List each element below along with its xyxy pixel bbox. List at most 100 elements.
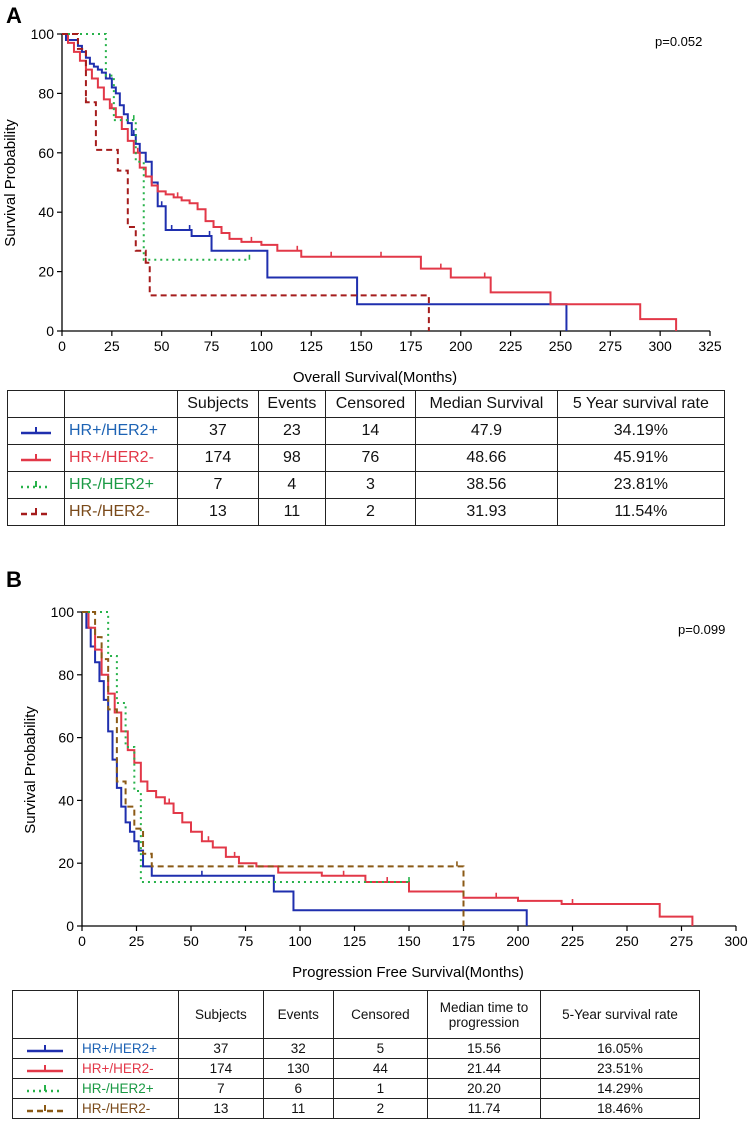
cell-rate: 16.05% xyxy=(540,1038,700,1059)
cell-subjects: 7 xyxy=(176,471,260,499)
cell-subjects: 37 xyxy=(178,1038,264,1059)
col-rate: 5 Year survival rate xyxy=(556,390,726,418)
panel-a-axes: 0 20 40 60 80 100 0 25 50 75 100 125 150 175 200 225 250… xyxy=(31,26,722,354)
x-tick-label: 250 xyxy=(615,933,639,949)
cell-censored: 1 xyxy=(332,1078,429,1099)
cell-subjects: 174 xyxy=(176,444,260,472)
cell-rate: 23.81% xyxy=(556,471,726,499)
cell-rate: 11.54% xyxy=(556,498,726,526)
cell-median: 48.66 xyxy=(415,444,558,472)
x-tick-label: 300 xyxy=(724,933,748,949)
cell-median: 31.93 xyxy=(415,498,558,526)
x-tick-label: 275 xyxy=(670,933,694,949)
cell-events: 23 xyxy=(258,417,326,445)
cell-median: 47.9 xyxy=(415,417,558,445)
legend-line-icon xyxy=(27,1084,63,1092)
legend-group-label: HR+/HER2+ xyxy=(64,417,178,445)
legend-group-label: HR+/HER2+ xyxy=(77,1038,179,1059)
x-tick-label: 175 xyxy=(452,933,476,949)
cell-censored: 14 xyxy=(324,417,417,445)
panel-b-pvalue: p=0.099 xyxy=(678,622,725,637)
y-tick-label: 40 xyxy=(38,204,54,220)
cell-censored: 5 xyxy=(332,1038,429,1059)
col-subjects: Subjects xyxy=(178,990,264,1039)
cell-censored: 2 xyxy=(324,498,417,526)
cell-median: 11.74 xyxy=(427,1098,541,1119)
x-tick-label: 275 xyxy=(599,338,623,354)
y-tick-label: 20 xyxy=(58,855,74,871)
y-tick-label: 80 xyxy=(58,667,74,683)
cell-censored: 2 xyxy=(332,1098,429,1119)
x-tick-label: 0 xyxy=(58,338,66,354)
col-median: Median Survival xyxy=(415,390,558,418)
legend-row: HR+/HER2- 174 130 44 21.44 23.51% xyxy=(12,1058,700,1079)
x-tick-label: 75 xyxy=(204,338,220,354)
col-events: Events xyxy=(262,990,334,1039)
panel-a: A p=0.052 0 20 40 60 80 100 0 25 50 75 100 125 150 17… xyxy=(2,3,722,386)
km-series-hr-her2- xyxy=(62,33,678,331)
y-tick-label: 60 xyxy=(58,730,74,746)
km-step-line xyxy=(62,33,678,331)
cell-median: 38.56 xyxy=(415,471,558,499)
x-tick-label: 225 xyxy=(499,338,523,354)
cell-events: 11 xyxy=(262,1098,334,1119)
x-tick-label: 200 xyxy=(506,933,530,949)
x-tick-label: 75 xyxy=(238,933,254,949)
cell-events: 4 xyxy=(258,471,326,499)
legend-group-label: HR-/HER2- xyxy=(77,1098,179,1119)
km-series-hr-her2- xyxy=(62,33,568,331)
cell-subjects: 37 xyxy=(176,417,260,445)
legend-line-icon xyxy=(27,1104,63,1112)
col-censored: Censored xyxy=(324,390,417,418)
legend-line-icon xyxy=(27,1044,63,1052)
legend-group-label: HR-/HER2+ xyxy=(77,1078,179,1099)
km-series-hr-her2- xyxy=(82,611,410,884)
x-tick-label: 150 xyxy=(397,933,421,949)
x-tick-label: 0 xyxy=(78,933,86,949)
cell-events: 11 xyxy=(258,498,326,526)
x-tick-label: 125 xyxy=(343,933,367,949)
legend-row: HR+/HER2- 174 98 76 48.66 45.91% xyxy=(7,444,726,472)
cell-rate: 34.19% xyxy=(556,417,726,445)
x-tick-label: 125 xyxy=(300,338,324,354)
km-step-line xyxy=(62,33,250,261)
cell-median: 20.20 xyxy=(427,1078,541,1099)
km-series-hr-her2- xyxy=(62,33,430,331)
y-tick-label: 20 xyxy=(38,264,54,280)
x-tick-label: 200 xyxy=(449,338,473,354)
col-median: Median time to progression xyxy=(427,990,541,1039)
km-step-line xyxy=(82,611,694,926)
cell-events: 98 xyxy=(258,444,326,472)
x-tick-label: 175 xyxy=(399,338,423,354)
cell-rate: 45.91% xyxy=(556,444,726,472)
panel-b-x-label: Progression Free Survival(Months) xyxy=(292,964,524,981)
legend-group-label: HR+/HER2- xyxy=(64,444,178,472)
x-tick-label: 50 xyxy=(154,338,170,354)
cell-rate: 18.46% xyxy=(540,1098,700,1119)
km-series-hr-her2- xyxy=(62,33,251,261)
legend-header-row: Subjects Events Censored Median time to … xyxy=(12,990,700,1039)
cell-censored: 3 xyxy=(324,471,417,499)
panel-b-y-label: Survival Probability xyxy=(22,706,39,834)
x-tick-label: 300 xyxy=(648,338,672,354)
legend-row: HR-/HER2+ 7 6 1 20.20 14.29% xyxy=(12,1078,700,1099)
legend-line-icon xyxy=(21,427,51,435)
cell-subjects: 174 xyxy=(178,1058,264,1079)
x-tick-label: 100 xyxy=(250,338,274,354)
x-tick-label: 150 xyxy=(349,338,373,354)
col-subjects: Subjects xyxy=(176,390,260,418)
legend-line-icon xyxy=(21,454,51,462)
cell-censored: 44 xyxy=(332,1058,429,1079)
y-tick-label: 0 xyxy=(66,918,74,934)
cell-subjects: 13 xyxy=(178,1098,264,1119)
cell-subjects: 7 xyxy=(178,1078,264,1099)
legend-group-label: HR-/HER2+ xyxy=(64,471,178,499)
panel-b-curves xyxy=(82,611,694,926)
legend-group-label: HR+/HER2- xyxy=(77,1058,179,1079)
legend-row: HR-/HER2- 13 11 2 11.74 18.46% xyxy=(12,1098,700,1119)
col-events: Events xyxy=(258,390,326,418)
panel-a-legend-table: Subjects Events Censored Median Survival… xyxy=(7,390,726,526)
y-tick-label: 100 xyxy=(31,26,55,42)
col-censored: Censored xyxy=(332,990,429,1039)
